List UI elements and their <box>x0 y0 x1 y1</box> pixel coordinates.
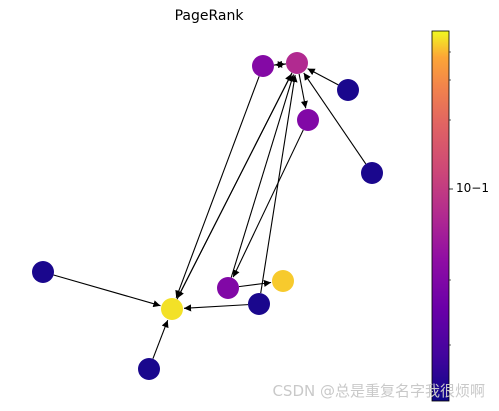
edge-F-G <box>53 274 161 308</box>
edge-G-A <box>176 73 293 300</box>
edges-layer <box>53 60 367 359</box>
colorbar-gradient <box>431 30 450 402</box>
edge-D-H <box>232 129 304 278</box>
node-H <box>217 277 239 299</box>
watermark: CSDN @总是重复名字我很烦啊 <box>272 382 485 400</box>
nodes-layer <box>32 52 383 380</box>
edge-E-A <box>303 72 367 165</box>
edge-B-A <box>273 61 286 69</box>
edge-J-A <box>260 74 298 294</box>
node-F <box>32 261 54 283</box>
node-K <box>138 358 160 380</box>
node-D <box>297 109 319 131</box>
node-B <box>252 55 274 77</box>
node-I <box>272 270 294 292</box>
colorbar <box>431 30 453 402</box>
edge-H-I <box>238 279 272 288</box>
chart-title: PageRank <box>174 8 244 24</box>
colorbar-tick-label: 10−1 <box>456 181 489 195</box>
edge-J-G <box>183 304 249 312</box>
edge-K-G <box>152 320 169 359</box>
node-C <box>337 79 359 101</box>
node-A <box>286 52 308 74</box>
node-J <box>248 293 270 315</box>
edge-A-D <box>298 73 308 109</box>
node-G <box>161 298 183 320</box>
node-E <box>361 162 383 184</box>
edge-C-A <box>307 68 339 86</box>
edge-H-A <box>230 74 295 278</box>
edge-B-G <box>175 76 260 298</box>
